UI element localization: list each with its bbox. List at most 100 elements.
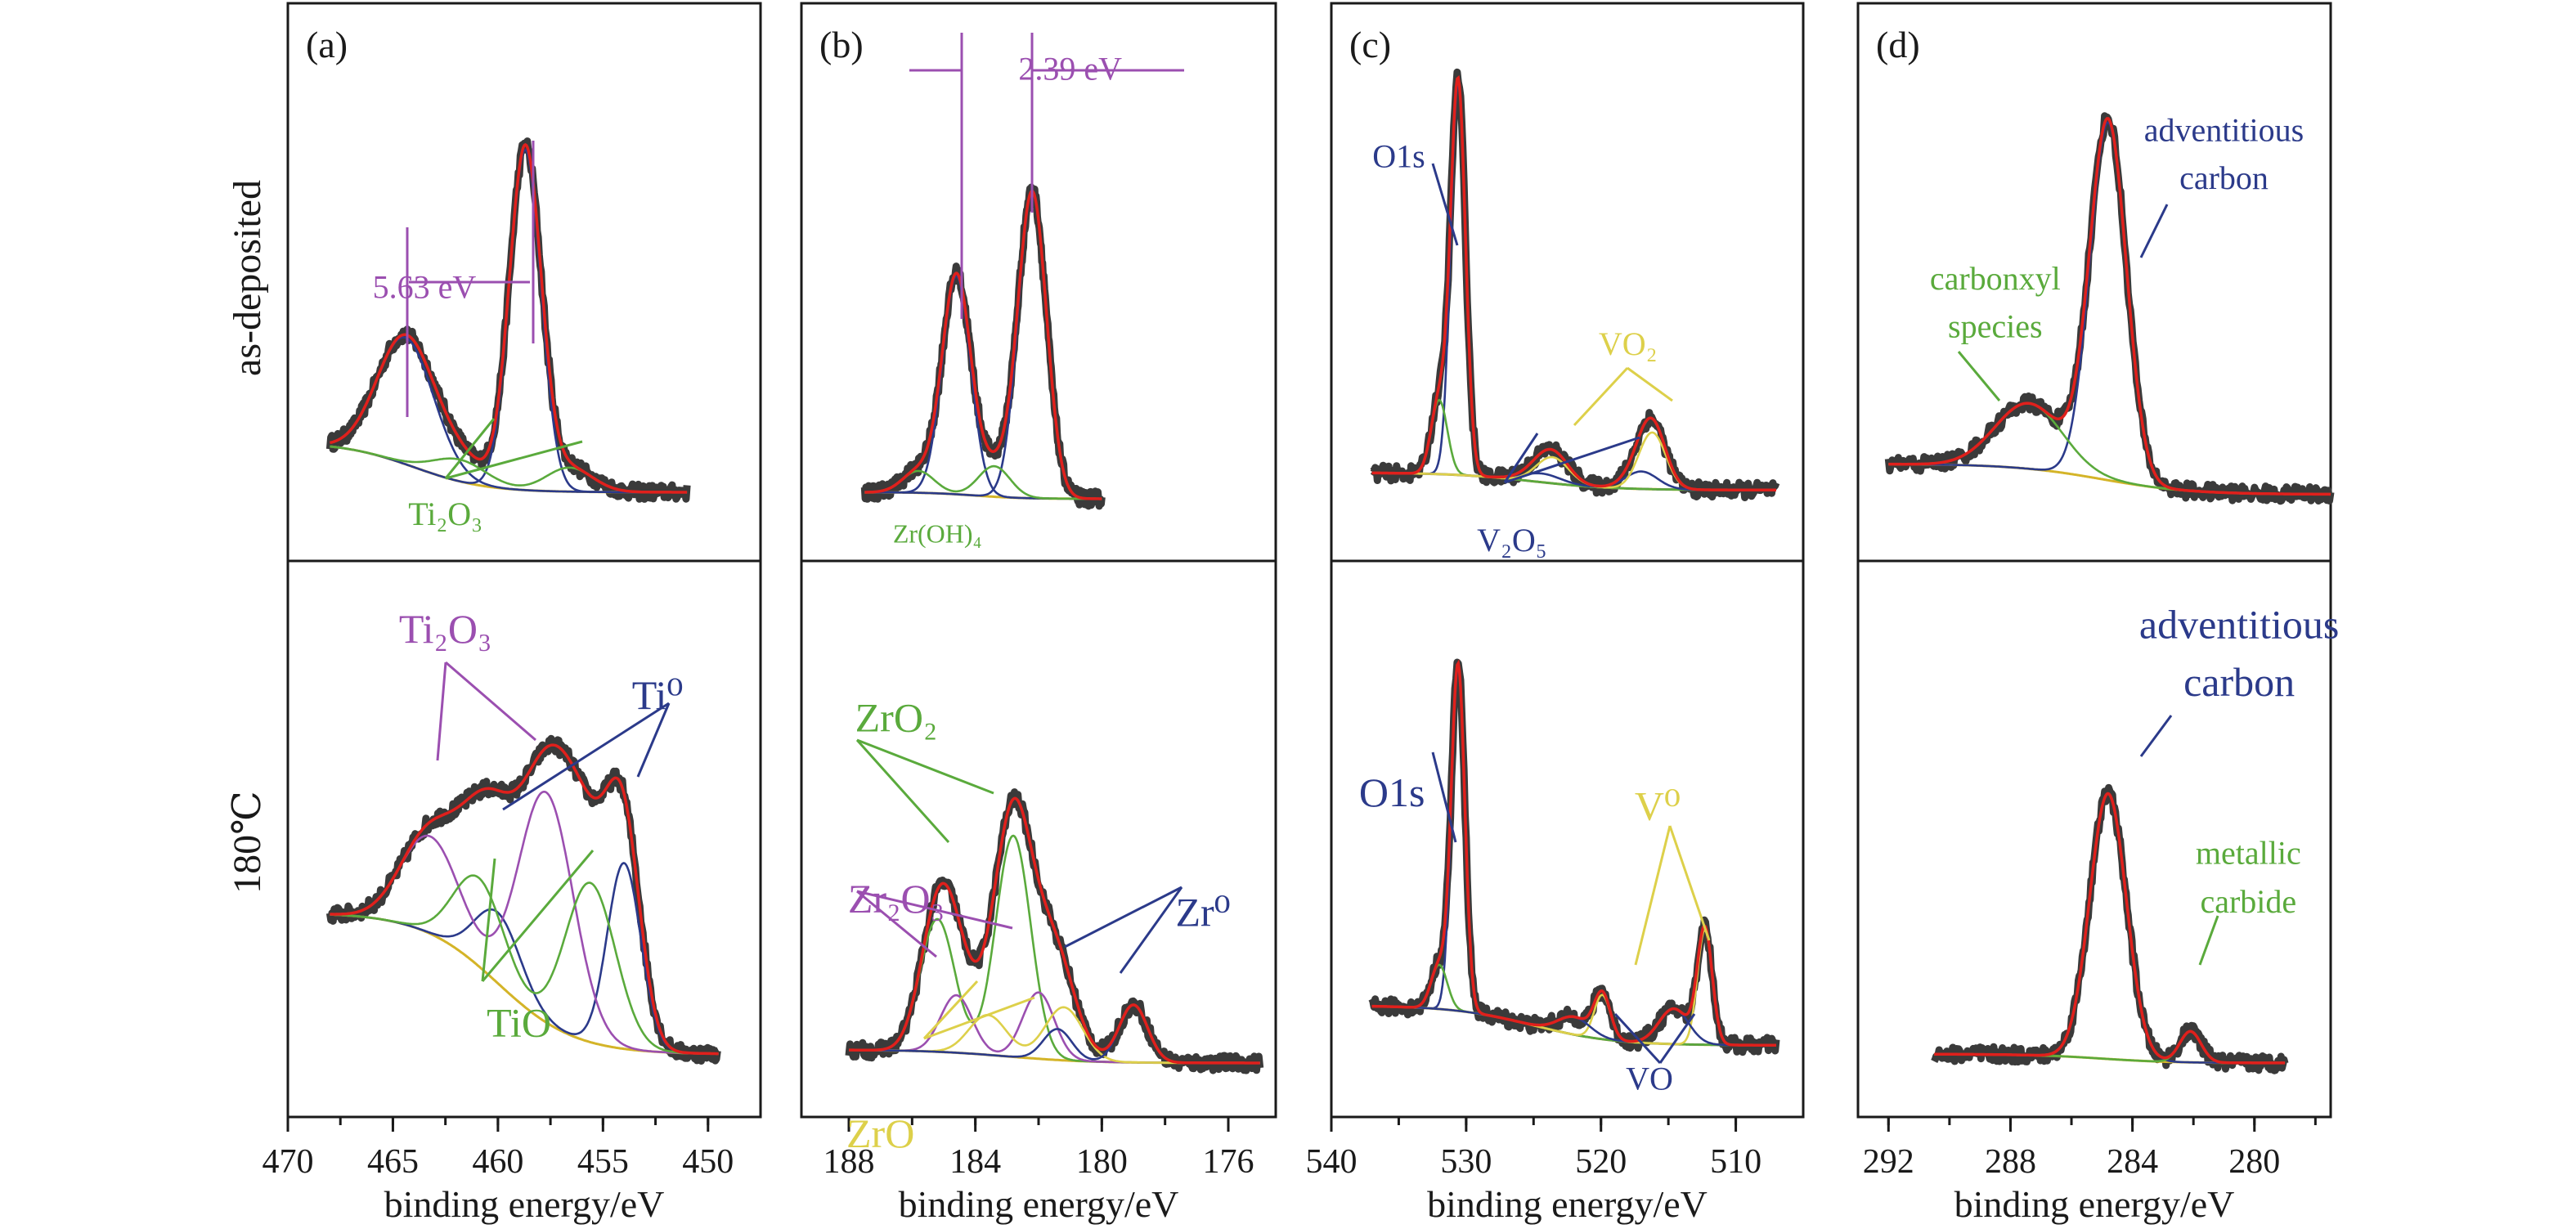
fit-envelope-line (330, 743, 719, 1056)
fit-envelope-line (1371, 74, 1776, 492)
component-line (330, 874, 719, 1055)
panel-letter: (d) (1876, 24, 1920, 65)
panel-letter: (a) (306, 24, 348, 65)
x-tick-label: 450 (682, 1143, 734, 1181)
panels: (a) 470 465 460 455 450 binding energy/eV Ti₂O₃… (263, 2, 2339, 1225)
x-axis-label: binding energy/eV (384, 1183, 665, 1225)
panel-letter: (c) (1349, 24, 1391, 65)
x-axis-label: binding energy/eV (1427, 1183, 1708, 1225)
annotation-label: VO₂ (1599, 325, 1658, 362)
spectrum-180c: O1s V⁰ VO (1359, 658, 1780, 1097)
annotation-label: O1s (1359, 769, 1425, 815)
annotation-label: carbon (2179, 159, 2269, 196)
annotation-label: carbide (2200, 883, 2296, 920)
spectrum-as-deposited: adventitious carbon carbonxyl species (1884, 111, 2335, 505)
fit-envelope-line (329, 142, 688, 494)
annotation-arrow (1634, 825, 1672, 966)
annotation-arrow (1503, 433, 1539, 483)
x-tick-label: 520 (1575, 1143, 1627, 1181)
panel-frame-bottom (1856, 559, 2332, 1119)
annotation-arrow (1064, 886, 1183, 949)
x-tick-label: 284 (2107, 1143, 2158, 1181)
annotation-label: carbonxyl (1930, 260, 2061, 297)
x-tick-label: 470 (263, 1143, 314, 1181)
x-tick-label: 455 (577, 1143, 629, 1181)
annotation-label: ZrO₂ (855, 694, 938, 740)
spectrum-180c: adventitious carbon metallic carbide (1931, 602, 2339, 1074)
annotation-label: VO (1626, 1060, 1673, 1097)
annotation-label: carbon (2183, 659, 2295, 705)
annotation-arrow (481, 850, 595, 982)
annotation-arrow (1573, 366, 1629, 427)
annotation-arrow (436, 662, 447, 761)
annotation-label: 5.63 eV (373, 269, 477, 306)
annotation-arrow (1119, 886, 1183, 974)
x-tick-label: 292 (1863, 1143, 1914, 1181)
annotation-arrow (856, 738, 994, 795)
x-axis-label: binding energy/eV (899, 1183, 1179, 1225)
panel-1: (b) 188 184 180 176 binding energy/eV 2.39 eV Z… (800, 2, 1277, 1225)
annotation-label: adventitious (2144, 111, 2304, 148)
panel-frame-bottom (800, 559, 1277, 1119)
fit-envelope-line (1934, 792, 2286, 1065)
spectrum-as-deposited: 2.39 eV Zr(OH)₄ (860, 51, 1122, 548)
annotation-arrow (445, 661, 536, 742)
fit-envelope-line (849, 796, 1260, 1065)
annotation-arrow (855, 738, 950, 844)
annotation-arrow (1431, 751, 1457, 843)
annotation-label: metallic (2196, 835, 2301, 872)
x-tick-label: 540 (1306, 1143, 1358, 1181)
annotation-arrow (502, 702, 670, 811)
annotation-arrow (856, 890, 1013, 930)
fit-envelope-line (864, 189, 1102, 500)
x-tick-label: 180 (1076, 1143, 1128, 1181)
annotation-label: adventitious (2139, 602, 2339, 648)
x-tick-label: 465 (367, 1143, 419, 1181)
annotation-label: V₂O₅ (1477, 522, 1547, 558)
panel-letter: (b) (819, 24, 864, 65)
x-axis-label: binding energy/eV (1954, 1183, 2235, 1225)
annotation-label: TiO (487, 1000, 551, 1046)
annotation-label: Ti₂O₃ (408, 496, 482, 532)
fit-envelope-line (1888, 117, 2331, 496)
raw-data-line (1369, 68, 1780, 501)
spectrum-as-deposited: Ti₂O₃ 5.63 eV (325, 137, 691, 532)
annotation-arrow (922, 980, 979, 1040)
x-tick-label: 460 (472, 1143, 523, 1181)
row-label-180c: 180℃ (226, 791, 269, 894)
annotation-arrow (481, 858, 496, 982)
annotation-label: Ti₂O₃ (399, 606, 492, 652)
annotation-label: O1s (1372, 137, 1425, 174)
row-label-as-deposited: as-deposited (226, 180, 269, 376)
raw-data-line (325, 137, 691, 503)
annotation-arrow (1658, 1013, 1696, 1064)
annotation-arrow (1431, 163, 1459, 246)
annotation-arrow (923, 996, 1035, 1040)
annotation-arrow (445, 440, 583, 480)
annotation-arrow (1627, 366, 1673, 402)
annotation-arrow (1504, 436, 1640, 484)
x-tick-label: 530 (1440, 1143, 1492, 1181)
x-tick-label: 288 (1985, 1143, 2036, 1181)
annotation-label: Zr(OH)₄ (893, 518, 982, 548)
x-tick-label: 510 (1710, 1143, 1761, 1181)
annotation-arrows (406, 33, 2219, 1065)
annotation-label: species (1948, 308, 2043, 345)
fit-envelope-line (1371, 659, 1776, 1047)
x-tick-label: 184 (949, 1143, 1001, 1181)
annotation-label: Zr⁰ (1175, 889, 1230, 935)
annotation-arrow (2139, 715, 2173, 757)
spectrum-as-deposited: O1s VO₂ V₂O₅ (1369, 68, 1780, 558)
annotation-arrow (2198, 915, 2219, 966)
x-tick-label: 280 (2228, 1143, 2280, 1181)
x-tick-label: 176 (1203, 1143, 1254, 1181)
annotation-arrow (856, 890, 937, 958)
component-line (864, 191, 1102, 500)
row-labels: as-deposited 180℃ (226, 180, 269, 894)
annotation-label: V⁰ (1635, 783, 1681, 828)
